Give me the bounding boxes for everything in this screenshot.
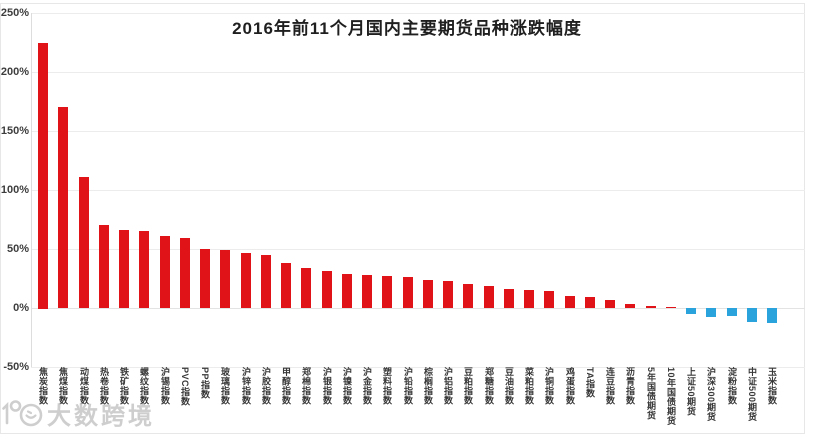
category-label: 豆粕指数: [463, 367, 473, 405]
bar: [119, 230, 129, 308]
bar: [139, 231, 149, 308]
bar: [646, 306, 656, 308]
bar: [565, 296, 575, 308]
category-label: PP指数: [200, 367, 210, 400]
category-label: 沪镍指数: [342, 367, 352, 405]
bar: [747, 308, 757, 322]
category-label: 沪铅指数: [403, 367, 413, 405]
bar: [322, 271, 332, 308]
category-label: 塑料指数: [382, 367, 392, 405]
bar: [484, 286, 494, 308]
gridline: [31, 249, 805, 250]
bar: [463, 284, 473, 308]
category-label: 郑棉指数: [301, 367, 311, 405]
bar: [544, 291, 554, 308]
category-label: 沪胶指数: [261, 367, 271, 405]
category-label: 玉米指数: [767, 367, 777, 405]
y-tick-label: 100%: [0, 184, 29, 196]
category-label: 沪锡指数: [160, 367, 170, 405]
category-label: 动煤指数: [79, 367, 89, 405]
bar: [382, 276, 392, 308]
category-label: 沪铝指数: [443, 367, 453, 405]
bar: [504, 289, 514, 308]
bar: [160, 236, 170, 308]
category-label: 菜粕指数: [524, 367, 534, 405]
bar: [58, 107, 68, 308]
y-tick-label: 50%: [6, 243, 29, 255]
y-tick-label: 250%: [0, 7, 29, 19]
gridline: [31, 190, 805, 191]
y-tick-label: 200%: [0, 66, 29, 78]
category-label: 热卷指数: [99, 367, 109, 405]
y-tick-label: 150%: [0, 125, 29, 137]
bar: [423, 280, 433, 308]
bar: [301, 268, 311, 308]
bar: [605, 300, 615, 308]
gridline: [31, 367, 805, 368]
category-label: 沪锌指数: [241, 367, 251, 405]
gridline: [31, 72, 805, 73]
category-label: 焦煤指数: [58, 367, 68, 405]
category-label: 10年国债期货: [666, 367, 676, 426]
y-tick-label: 0%: [13, 302, 29, 314]
y-tick-label: -50%: [3, 361, 29, 373]
bar: [342, 274, 352, 308]
category-label: 玻璃指数: [220, 367, 230, 405]
category-label: 连豆指数: [605, 367, 615, 405]
bar: [281, 263, 291, 308]
category-label: 上证50期货: [686, 367, 696, 417]
bar: [99, 225, 109, 308]
bar: [220, 250, 230, 308]
category-label: 甲醇指数: [281, 367, 291, 405]
bar: [38, 43, 48, 309]
category-label: 棕榈指数: [423, 367, 433, 405]
category-label: 沥青指数: [625, 367, 635, 405]
category-label: 沪金指数: [362, 367, 372, 405]
category-label: TA指数: [585, 367, 595, 399]
bar: [666, 307, 676, 308]
bar: [403, 277, 413, 308]
bar: [241, 253, 251, 308]
gridline: [31, 131, 805, 132]
category-label: 豆油指数: [504, 367, 514, 405]
category-label: 焦炭指数: [38, 367, 48, 405]
bar: [362, 275, 372, 308]
gridline: [31, 13, 805, 14]
category-label: 郑糖指数: [484, 367, 494, 405]
bar: [79, 177, 89, 308]
chart-title: 2016年前11个月国内主要期货品种涨跌幅度: [232, 19, 582, 38]
category-label: 5年国债期货: [646, 367, 656, 421]
category-label: 鸡蛋指数: [565, 367, 575, 405]
category-label: 沪银指数: [322, 367, 332, 405]
category-label: 沪铜指数: [544, 367, 554, 405]
category-label: 中证500期货: [747, 367, 757, 422]
gridline: [31, 308, 805, 309]
bar: [727, 308, 737, 316]
bar: [261, 255, 271, 308]
bar: [767, 308, 777, 323]
category-label: 沪深300期货: [706, 367, 716, 422]
bar: [706, 308, 716, 317]
bar: [625, 304, 635, 308]
bar: [200, 249, 210, 308]
bar: [686, 308, 696, 314]
y-axis-line: [31, 13, 32, 367]
category-label: 铁矿指数: [119, 367, 129, 405]
bar: [585, 297, 595, 308]
category-label: 螺纹指数: [139, 367, 149, 405]
category-label: PVC指数: [180, 367, 190, 407]
category-label: 淀粉指数: [727, 367, 737, 405]
bar: [443, 281, 453, 308]
bar: [524, 290, 534, 308]
bar: [180, 238, 190, 308]
